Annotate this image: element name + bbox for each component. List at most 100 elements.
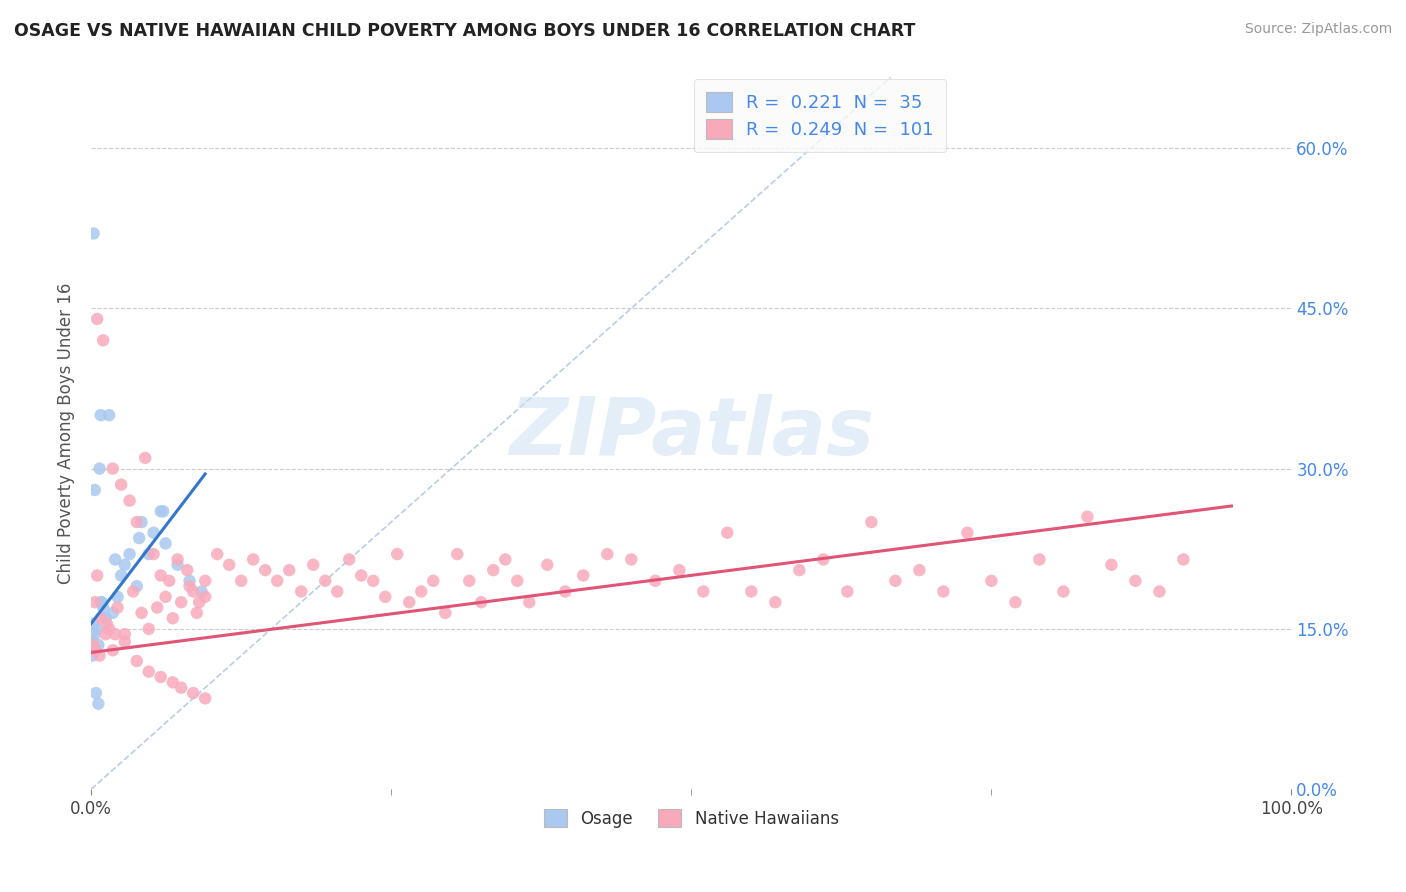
- Point: [1052, 584, 1074, 599]
- Point: [114, 634, 136, 648]
- Point: [1125, 574, 1147, 588]
- Point: [162, 675, 184, 690]
- Point: [107, 590, 129, 604]
- Point: [411, 584, 433, 599]
- Point: [155, 590, 177, 604]
- Point: [170, 681, 193, 695]
- Point: [813, 552, 835, 566]
- Point: [980, 574, 1002, 588]
- Point: [134, 450, 156, 465]
- Text: ZIPatlas: ZIPatlas: [509, 394, 873, 473]
- Point: [91, 334, 114, 348]
- Point: [142, 547, 165, 561]
- Point: [107, 600, 129, 615]
- Point: [194, 691, 217, 706]
- Text: Source: ZipAtlas.com: Source: ZipAtlas.com: [1244, 22, 1392, 37]
- Point: [125, 654, 148, 668]
- Point: [620, 552, 643, 566]
- Point: [86, 622, 108, 636]
- Point: [114, 627, 136, 641]
- Point: [186, 606, 208, 620]
- Point: [114, 558, 136, 572]
- Point: [166, 552, 188, 566]
- Point: [82, 632, 104, 647]
- Point: [179, 579, 201, 593]
- Point: [932, 584, 955, 599]
- Point: [170, 595, 193, 609]
- Point: [482, 563, 505, 577]
- Point: [517, 595, 540, 609]
- Point: [91, 600, 114, 615]
- Point: [190, 584, 212, 599]
- Point: [90, 611, 112, 625]
- Point: [398, 595, 420, 609]
- Point: [155, 536, 177, 550]
- Point: [218, 558, 240, 572]
- Point: [434, 606, 457, 620]
- Point: [125, 579, 148, 593]
- Point: [763, 595, 786, 609]
- Point: [138, 547, 160, 561]
- Point: [94, 611, 117, 625]
- Y-axis label: Child Poverty Among Boys Under 16: Child Poverty Among Boys Under 16: [58, 283, 75, 584]
- Point: [83, 595, 105, 609]
- Point: [152, 504, 174, 518]
- Point: [87, 638, 110, 652]
- Point: [83, 638, 105, 652]
- Point: [138, 622, 160, 636]
- Point: [188, 595, 211, 609]
- Point: [138, 665, 160, 679]
- Point: [118, 547, 141, 561]
- Point: [86, 312, 108, 326]
- Point: [89, 648, 111, 663]
- Point: [242, 552, 264, 566]
- Point: [101, 461, 124, 475]
- Point: [446, 547, 468, 561]
- Point: [82, 648, 104, 663]
- Point: [716, 525, 738, 540]
- Point: [1099, 558, 1122, 572]
- Text: OSAGE VS NATIVE HAWAIIAN CHILD POVERTY AMONG BOYS UNDER 16 CORRELATION CHART: OSAGE VS NATIVE HAWAIIAN CHILD POVERTY A…: [14, 22, 915, 40]
- Point: [326, 584, 349, 599]
- Point: [470, 595, 492, 609]
- Point: [118, 493, 141, 508]
- Point: [506, 574, 529, 588]
- Point: [125, 515, 148, 529]
- Point: [104, 552, 127, 566]
- Point: [387, 547, 409, 561]
- Point: [194, 574, 217, 588]
- Point: [84, 643, 107, 657]
- Point: [1076, 509, 1098, 524]
- Point: [149, 504, 172, 518]
- Legend: Osage, Native Hawaiians: Osage, Native Hawaiians: [537, 802, 845, 834]
- Point: [314, 574, 336, 588]
- Point: [554, 584, 576, 599]
- Point: [302, 558, 325, 572]
- Point: [789, 563, 811, 577]
- Point: [149, 670, 172, 684]
- Point: [166, 558, 188, 572]
- Point: [101, 643, 124, 657]
- Point: [374, 590, 396, 604]
- Point: [162, 611, 184, 625]
- Point: [1028, 552, 1050, 566]
- Point: [90, 408, 112, 422]
- Point: [91, 595, 114, 609]
- Point: [181, 686, 204, 700]
- Point: [181, 584, 204, 599]
- Point: [1173, 552, 1195, 566]
- Point: [1149, 584, 1171, 599]
- Point: [131, 606, 153, 620]
- Point: [361, 574, 384, 588]
- Point: [110, 477, 132, 491]
- Point: [110, 568, 132, 582]
- Point: [668, 563, 690, 577]
- Point: [83, 616, 105, 631]
- Point: [908, 563, 931, 577]
- Point: [131, 515, 153, 529]
- Point: [205, 547, 228, 561]
- Point: [350, 568, 373, 582]
- Point: [84, 686, 107, 700]
- Point: [290, 584, 312, 599]
- Point: [1004, 595, 1026, 609]
